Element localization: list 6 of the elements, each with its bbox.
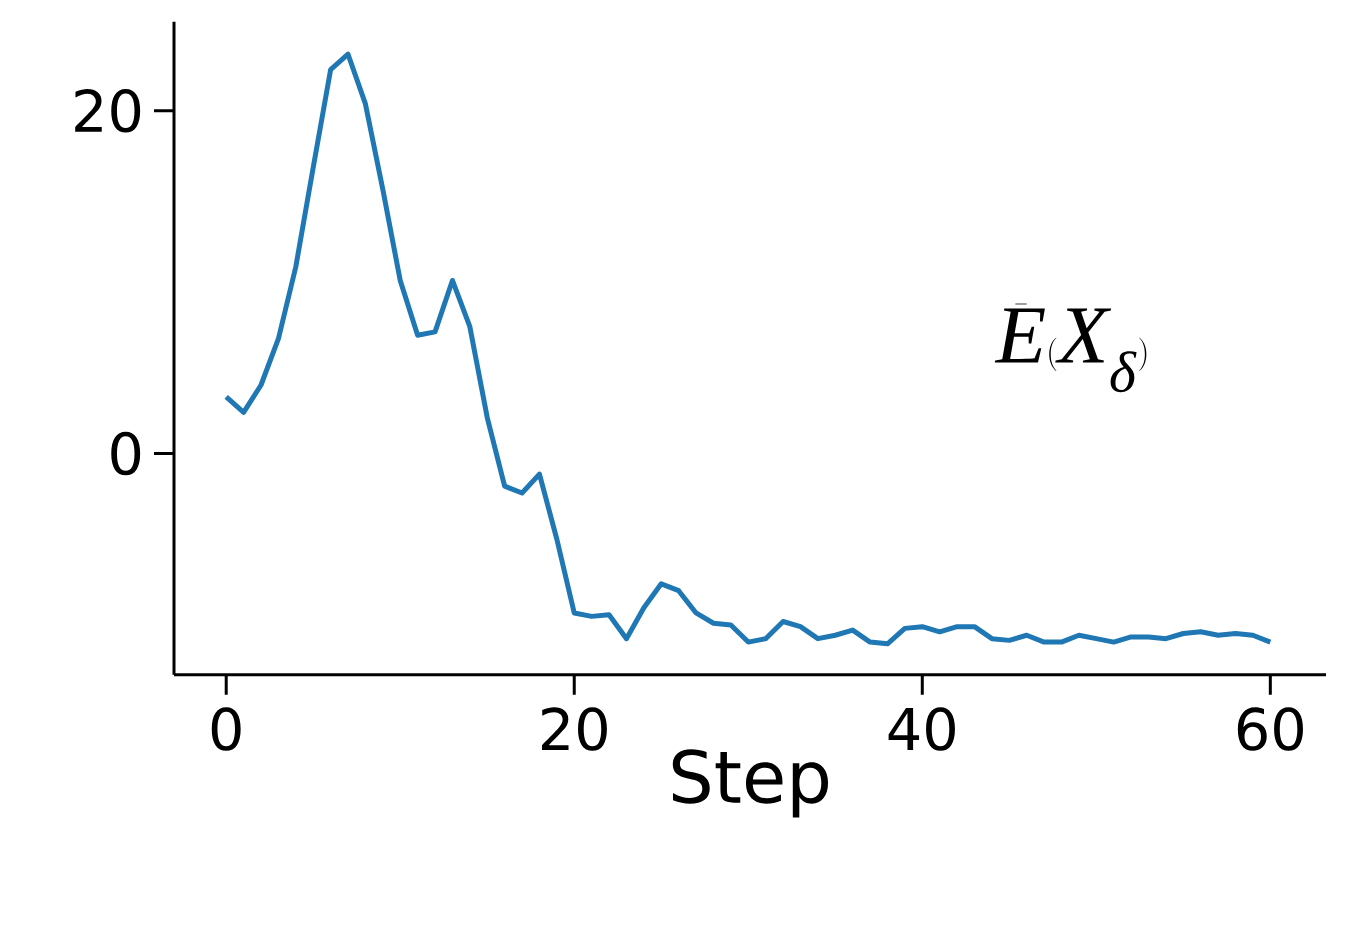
x-tick-label: 40 — [888, 707, 955, 751]
x-tick-label: 60 — [1237, 707, 1303, 751]
annotation: $\bar{E}(X_{\delta})$ — [994, 303, 1147, 393]
x-tick-label: 20 — [541, 707, 607, 751]
x-tick-label: 0 — [211, 707, 241, 751]
x-axis-title: Step — [672, 749, 829, 818]
